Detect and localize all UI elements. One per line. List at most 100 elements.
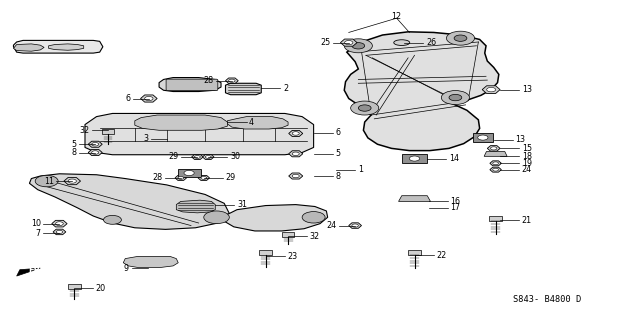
Polygon shape [88,141,102,147]
Text: 25: 25 [320,38,330,47]
Text: 24: 24 [326,221,337,230]
Polygon shape [49,44,84,50]
Text: 16: 16 [451,197,460,206]
Polygon shape [102,129,115,134]
Circle shape [35,175,58,187]
Circle shape [195,156,200,159]
Circle shape [447,31,474,45]
Circle shape [493,168,499,171]
Circle shape [104,215,122,224]
Text: 6: 6 [125,94,131,103]
Text: 13: 13 [522,85,532,94]
Polygon shape [402,154,428,163]
Text: 5: 5 [72,140,77,149]
Polygon shape [177,169,200,177]
Polygon shape [29,174,229,229]
Text: 26: 26 [426,38,436,47]
Circle shape [442,91,469,105]
Polygon shape [344,32,499,151]
Text: 2: 2 [283,84,288,93]
Circle shape [92,151,99,154]
Polygon shape [289,130,303,137]
Circle shape [302,211,325,223]
Polygon shape [225,83,261,95]
Circle shape [205,156,211,159]
Polygon shape [484,152,507,156]
Polygon shape [198,175,209,181]
Text: 8: 8 [72,148,77,157]
Circle shape [344,41,353,45]
Polygon shape [289,151,303,157]
Text: 21: 21 [522,216,532,225]
Polygon shape [88,150,102,156]
Text: 32: 32 [79,126,90,135]
Circle shape [56,230,63,234]
Circle shape [352,43,365,49]
Circle shape [352,224,358,227]
Text: 29: 29 [225,174,236,182]
Circle shape [178,176,184,179]
Polygon shape [223,204,328,231]
Circle shape [490,147,497,150]
Circle shape [344,39,372,53]
Polygon shape [340,39,357,46]
Text: 14: 14 [449,154,459,163]
Text: 8: 8 [335,172,340,181]
Circle shape [292,174,300,178]
Text: 13: 13 [515,135,525,144]
Polygon shape [175,175,186,181]
Text: S843- B4800 D: S843- B4800 D [513,295,581,304]
Text: 11: 11 [44,177,54,186]
Circle shape [449,94,462,101]
Circle shape [477,135,488,140]
Circle shape [358,105,371,111]
Circle shape [292,152,300,156]
Circle shape [92,143,99,146]
Polygon shape [202,154,214,160]
Text: 31: 31 [237,200,247,209]
Text: 28: 28 [204,76,213,85]
Text: 1: 1 [358,165,363,174]
Text: 6: 6 [335,128,340,137]
Polygon shape [490,161,501,166]
Polygon shape [135,115,227,130]
Text: 30: 30 [230,152,240,161]
Polygon shape [487,146,500,151]
Polygon shape [289,173,303,179]
Polygon shape [68,284,81,289]
Circle shape [410,156,420,161]
Polygon shape [482,86,500,93]
Text: 18: 18 [522,152,532,161]
Polygon shape [490,167,501,172]
Polygon shape [53,229,66,235]
Text: 3: 3 [143,134,148,143]
Polygon shape [489,216,502,221]
Polygon shape [17,268,40,276]
Circle shape [68,179,76,183]
Polygon shape [349,223,362,228]
Polygon shape [176,200,215,213]
Text: 9: 9 [124,263,129,273]
Polygon shape [85,114,314,155]
Text: 4: 4 [249,117,254,127]
Text: 17: 17 [451,203,460,212]
Circle shape [292,132,300,135]
Text: 28: 28 [152,174,163,182]
Polygon shape [259,250,272,255]
Polygon shape [472,133,493,142]
Text: 22: 22 [436,251,447,260]
Polygon shape [124,256,178,268]
Polygon shape [13,41,103,53]
Circle shape [351,101,379,115]
Circle shape [184,170,194,175]
Polygon shape [225,78,238,84]
Text: 32: 32 [310,232,320,241]
Circle shape [486,87,495,92]
Text: 7: 7 [36,229,41,238]
Text: 19: 19 [522,159,532,168]
Text: 24: 24 [522,165,532,174]
Text: 12: 12 [392,12,402,21]
Polygon shape [13,44,44,51]
Circle shape [454,35,467,41]
Text: 20: 20 [96,284,106,293]
